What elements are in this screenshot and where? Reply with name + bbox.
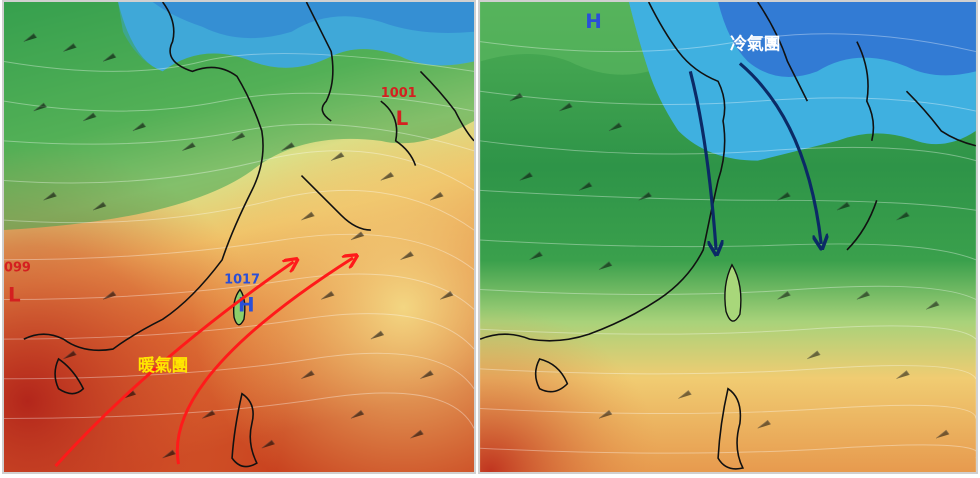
left-cold-core [152, 2, 474, 39]
left-wind-barbs [23, 33, 454, 459]
warm-air-arrow-1 [54, 262, 294, 468]
low-west-value: 099 [4, 261, 31, 276]
low-west-symbol: L [8, 283, 21, 306]
right-coastlines [480, 2, 976, 470]
right-wind-barbs [509, 92, 950, 439]
right-cold-core [718, 2, 976, 77]
low-north-symbol: L [396, 107, 409, 130]
cold-air-mass-label: 冷氣團 [730, 34, 781, 54]
right-map-canvas: H 冷氣團 [480, 2, 976, 472]
warm-air-arrow-2 [175, 258, 353, 465]
left-map-canvas: 1001 L 1017 H 099 L 暖氣團 [4, 2, 474, 472]
left-map-panel: 1001 L 1017 H 099 L 暖氣團 [2, 0, 476, 474]
right-nw-green [480, 2, 649, 75]
right-high-symbol: H [585, 10, 602, 33]
cold-air-arrow-1 [688, 71, 716, 249]
low-north-value: 1001 [381, 86, 417, 101]
left-coastlines [23, 2, 474, 468]
right-contours [480, 33, 976, 459]
cold-air-arrow-2 [738, 62, 821, 243]
high-value: 1017 [224, 273, 260, 288]
right-taiwan [724, 263, 742, 322]
right-map-panel: H 冷氣團 [478, 0, 978, 474]
warm-air-mass-label: 暖氣團 [138, 355, 189, 375]
left-green-band [4, 2, 474, 231]
